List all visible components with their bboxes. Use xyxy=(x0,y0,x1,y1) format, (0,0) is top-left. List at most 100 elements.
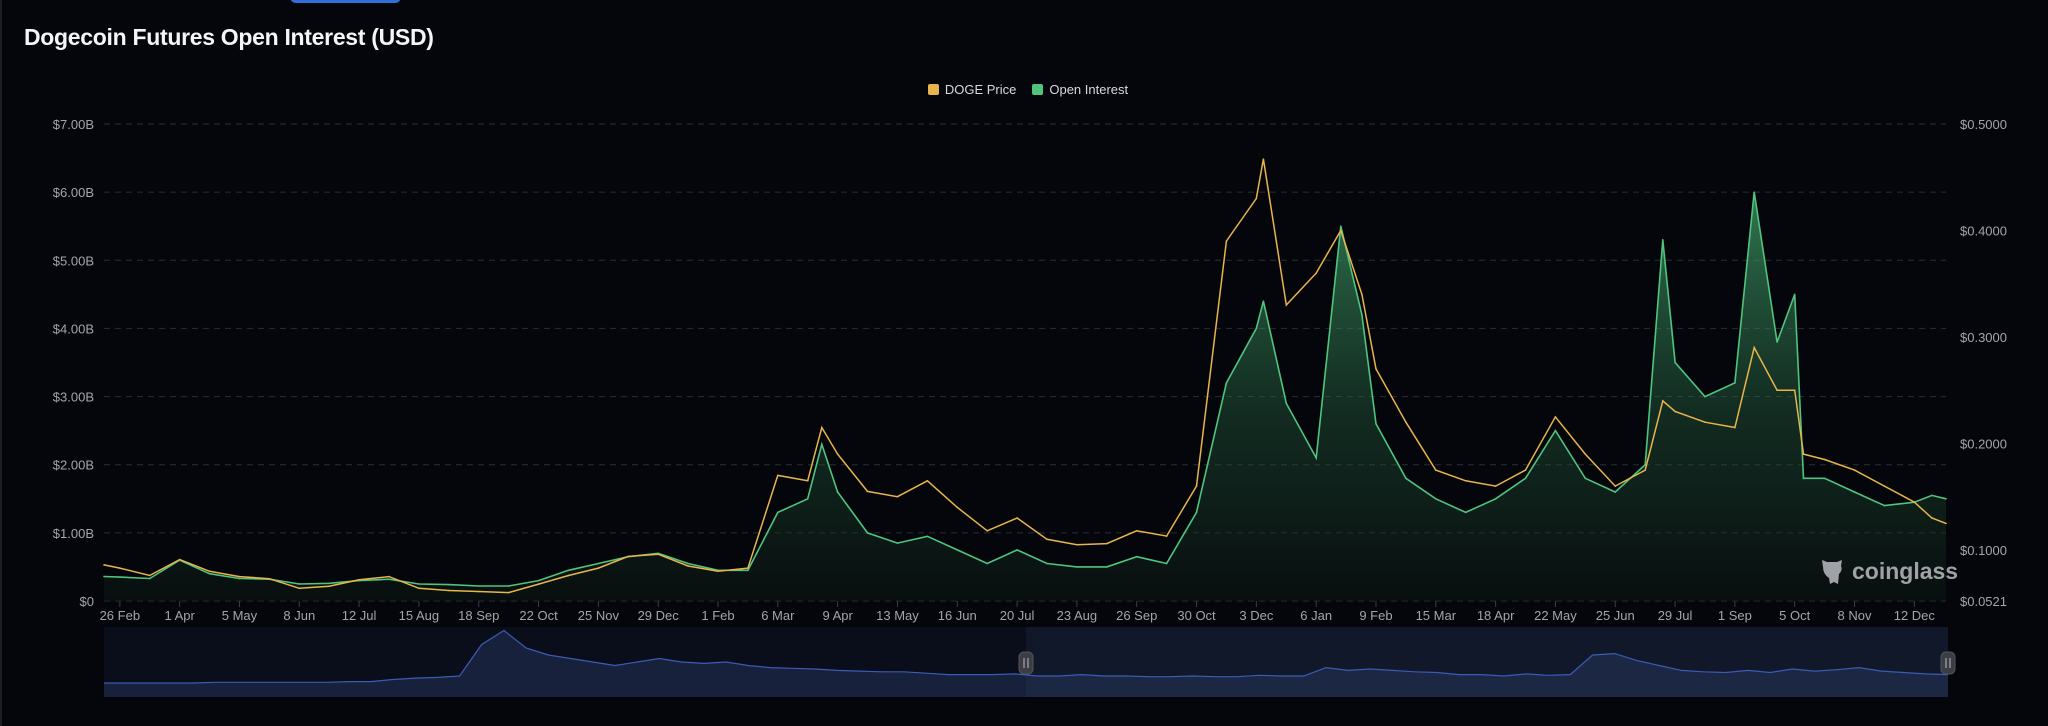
oi-swatch xyxy=(1032,84,1044,95)
open-interest-point xyxy=(1494,497,1497,500)
doge-price-point xyxy=(1046,538,1048,541)
legend-item-open-interest[interactable]: Open Interest xyxy=(1032,82,1128,97)
open-interest-point xyxy=(747,569,749,572)
open-interest-point xyxy=(1584,477,1587,480)
open-interest-point xyxy=(1375,423,1377,425)
right-tick-label: $0.4000 xyxy=(1960,223,2007,238)
x-tick-label: 29 Jul xyxy=(1658,608,1693,623)
x-tick-label: 13 May xyxy=(876,608,919,623)
x-tick-label: 8 Nov xyxy=(1838,608,1872,623)
chart-title: Dogecoin Futures Open Interest (USD) xyxy=(24,24,434,50)
doge-price-point xyxy=(1464,479,1467,482)
open-interest-point xyxy=(777,511,779,514)
left-tick-label: $2.00B xyxy=(53,458,94,473)
open-interest-point xyxy=(507,585,510,587)
open-interest-point xyxy=(103,575,105,578)
open-interest-point xyxy=(388,578,390,580)
navigator-right-handle[interactable] xyxy=(1940,651,1956,675)
open-interest-point xyxy=(1661,239,1664,241)
x-axis: 26 Feb 1 Apr 5 May 8 Jun 12 Jul 15 Aug 18 Sep 2… xyxy=(100,601,1936,623)
doge-price-point xyxy=(388,575,390,578)
doge-price-point xyxy=(1913,501,1916,503)
open-interest-point xyxy=(836,491,839,493)
x-tick-label: 29 Dec xyxy=(638,608,680,623)
navigator-line xyxy=(104,629,1949,684)
doge-price-point xyxy=(1375,368,1377,370)
open-interest-point xyxy=(1315,457,1317,459)
x-tick-label: 6 Jan xyxy=(1300,608,1332,623)
open-interest-point xyxy=(208,572,211,575)
doge-price-point xyxy=(1584,453,1587,455)
doge-price-point xyxy=(1674,410,1676,413)
open-interest-point xyxy=(477,585,480,587)
doge-price-point xyxy=(537,583,540,585)
open-interest-point xyxy=(1405,477,1407,480)
open-interest-point xyxy=(926,535,929,538)
open-interest-point xyxy=(1704,395,1706,398)
watermark-text: coinglass xyxy=(1852,557,1959,584)
open-interest-point xyxy=(1262,300,1265,302)
x-tick-label: 23 Aug xyxy=(1057,608,1098,623)
open-interest-point xyxy=(1255,327,1258,330)
doge-price-point xyxy=(103,564,105,566)
doge-price-point xyxy=(926,479,929,482)
open-interest-point xyxy=(1853,491,1856,493)
doge-price-point xyxy=(1945,522,1947,525)
x-tick-label: 9 Apr xyxy=(822,608,853,623)
doge-price-point xyxy=(119,567,121,569)
doge-price-point xyxy=(1405,421,1407,423)
doge-price-point xyxy=(657,553,659,556)
doge-price-point xyxy=(268,577,271,580)
open-interest-point xyxy=(537,579,540,582)
active-tab-indicator[interactable] xyxy=(290,0,401,3)
panel-border xyxy=(0,0,2,726)
doge-price-point xyxy=(1614,485,1617,487)
doge-price-point xyxy=(597,567,600,569)
open-interest-point xyxy=(896,542,899,544)
doge-price-point xyxy=(1644,469,1646,471)
open-interest-area xyxy=(104,192,1946,601)
open-interest-point xyxy=(1802,477,1805,480)
doge-price-point xyxy=(1361,293,1363,296)
left-tick-label: $5.00B xyxy=(53,253,94,268)
open-interest-point xyxy=(1734,382,1736,384)
open-interest-point xyxy=(567,569,570,572)
doge-price-point xyxy=(1931,517,1933,519)
doge-price-point xyxy=(1704,421,1706,423)
doge-price-point xyxy=(1339,229,1342,232)
open-interest-point xyxy=(1361,314,1363,316)
doge-price-point xyxy=(1753,346,1756,349)
doge-price-point xyxy=(986,530,988,532)
x-tick-label: 26 Sep xyxy=(1116,608,1157,623)
legend-item-doge-price[interactable]: DOGE Price xyxy=(927,82,1016,97)
doge-price-point xyxy=(1165,535,1168,537)
open-interest-point xyxy=(1776,341,1778,343)
open-interest-point xyxy=(1046,562,1048,565)
open-interest-point xyxy=(328,582,330,585)
doge-price-point xyxy=(1776,389,1778,392)
left-tick-label: $0 xyxy=(80,594,94,609)
doge-price-point xyxy=(717,570,719,573)
legend: DOGE Price Open Interest xyxy=(0,82,2048,97)
left-tick-label: $7.00B xyxy=(53,117,94,132)
open-interest-point xyxy=(1823,477,1826,480)
x-tick-label: 5 Oct xyxy=(1779,608,1810,623)
doge-price-point xyxy=(866,490,869,493)
open-interest-line xyxy=(103,191,1947,587)
x-tick-label: 16 Jun xyxy=(938,608,977,623)
open-interest-point xyxy=(298,583,301,585)
doge-price-point xyxy=(178,558,181,561)
doge-price-point xyxy=(806,479,809,482)
navigator-left-handle[interactable] xyxy=(1018,651,1034,675)
doge-price-point xyxy=(567,574,570,577)
open-interest-point xyxy=(1016,549,1018,551)
x-tick-label: 12 Dec xyxy=(1894,608,1936,623)
open-interest-point xyxy=(1883,504,1886,507)
doge-price-point xyxy=(1823,458,1826,461)
x-tick-label: 25 Nov xyxy=(578,608,620,623)
open-interest-point xyxy=(448,583,450,586)
series-layer xyxy=(103,158,1947,601)
doge-price-point xyxy=(687,565,689,567)
navigator-area xyxy=(104,630,1948,697)
